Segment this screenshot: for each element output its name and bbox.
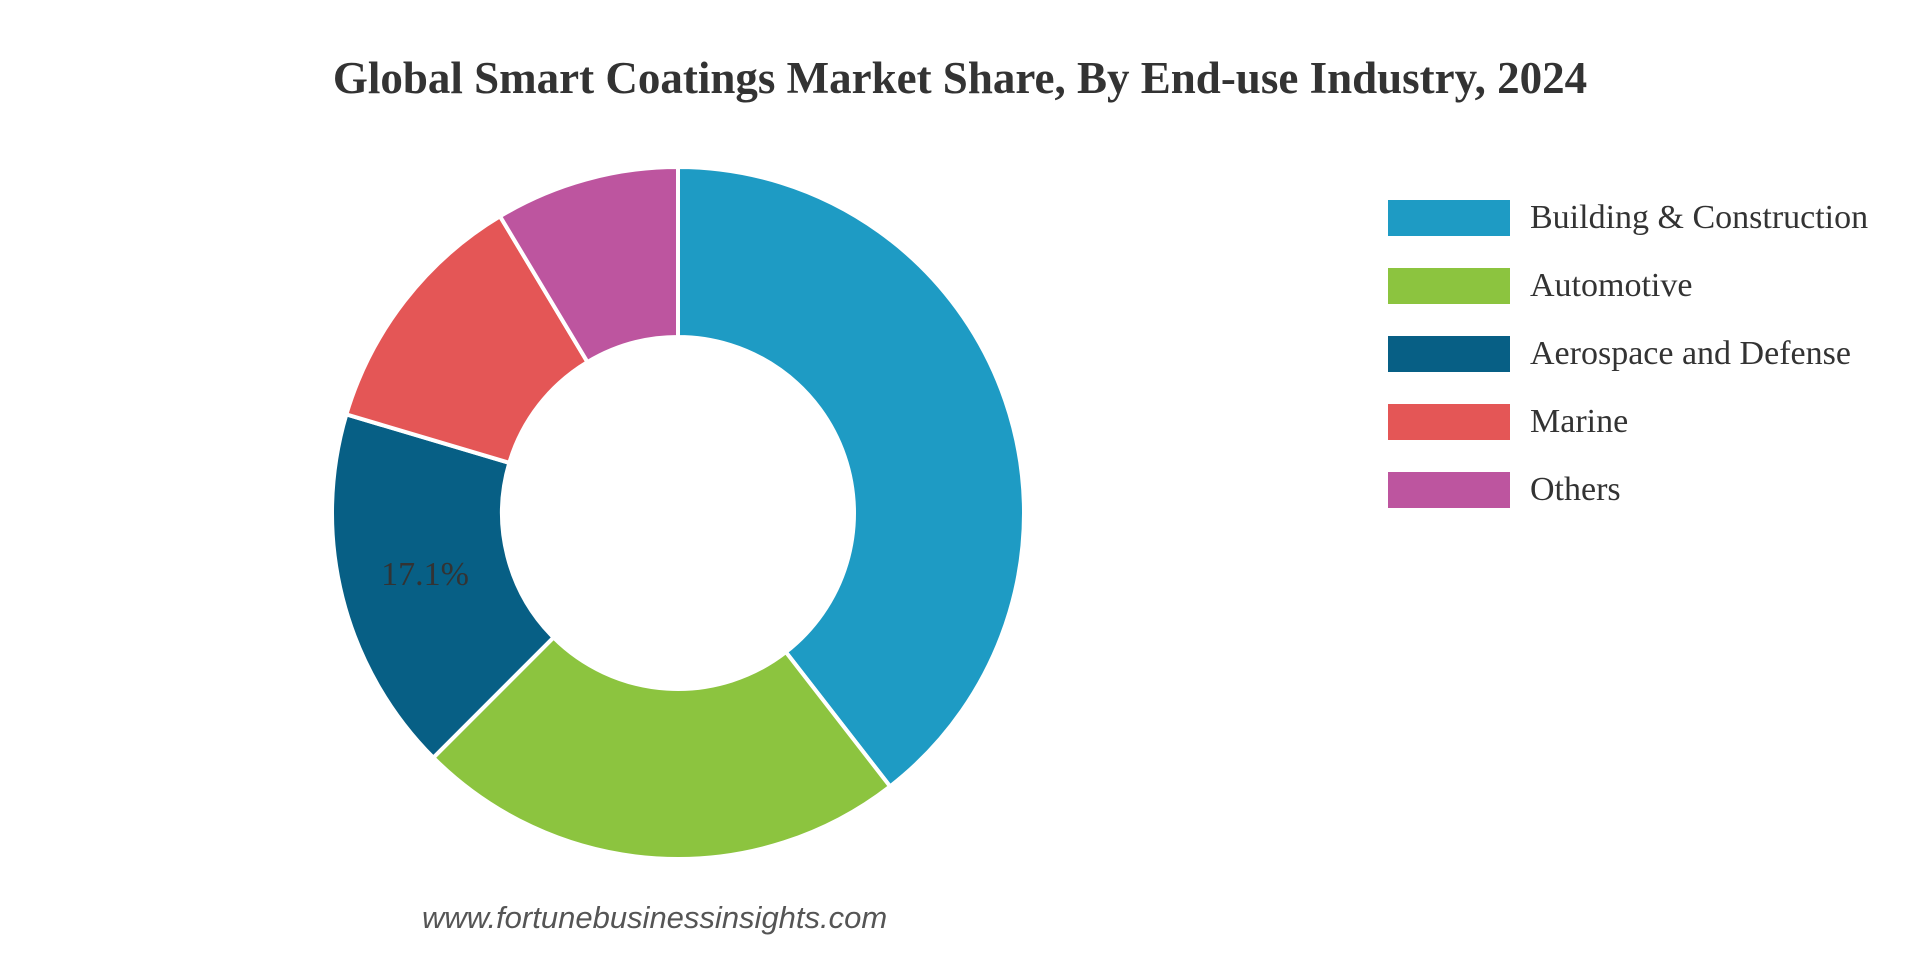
legend-item-marine[interactable]: Marine: [1388, 388, 1908, 456]
legend-swatch: [1388, 200, 1510, 236]
legend-swatch: [1388, 268, 1510, 304]
legend-label: Aerospace and Defense: [1530, 335, 1851, 372]
source-url: www.fortunebusinessinsights.com: [422, 900, 888, 935]
legend-item-automotive[interactable]: Automotive: [1388, 252, 1908, 320]
legend: Building & Construction Automotive Aerospa…: [1388, 184, 1908, 524]
slice-building-and-construction[interactable]: [676, 164, 1026, 790]
slice-automotive[interactable]: [430, 634, 893, 861]
legend-item-aerospace-and-defense[interactable]: Aerospace and Defense: [1388, 320, 1908, 388]
chart-title: Global Smart Coatings Market Share, By E…: [332, 53, 1588, 103]
legend-item-building-and-construction[interactable]: Building & Construction: [1388, 184, 1908, 252]
legend-label: Automotive: [1530, 267, 1693, 304]
slice-aerospace-and-defense[interactable]: [330, 411, 557, 761]
legend-swatch: [1388, 472, 1510, 508]
legend-item-others[interactable]: Others: [1388, 456, 1908, 524]
legend-swatch: [1388, 336, 1510, 372]
legend-label: Building & Construction: [1530, 199, 1869, 236]
slice-label-aerospace-and-defense: 17.1%: [381, 556, 469, 593]
legend-label: Marine: [1530, 403, 1629, 440]
legend-label: Others: [1530, 471, 1621, 508]
legend-swatch: [1388, 404, 1510, 440]
donut-slices: [330, 164, 1026, 861]
slice-others[interactable]: [497, 164, 680, 365]
slice-marine[interactable]: [343, 213, 591, 466]
slice-labels: 17.1%: [381, 556, 469, 593]
